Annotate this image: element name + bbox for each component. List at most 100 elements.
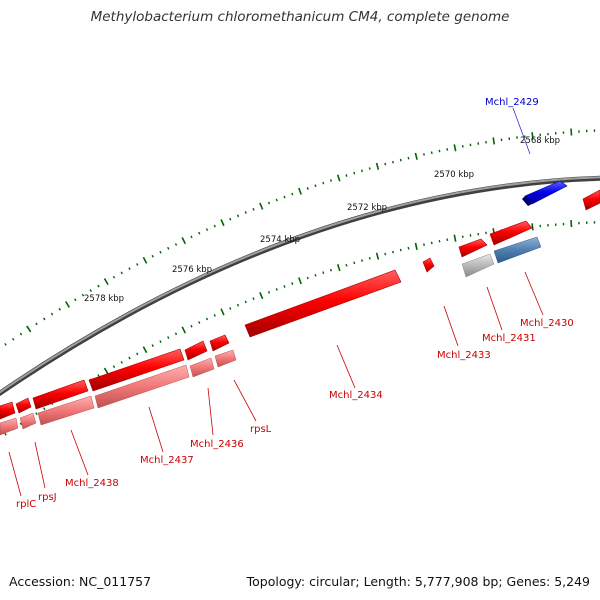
outer-tick (174, 243, 178, 246)
gene-Mchl_2437[interactable] (88, 348, 185, 392)
outer-tick (205, 228, 209, 231)
label-Mchl_2436[interactable]: Mchl_2436 (190, 439, 244, 450)
outer-tick (259, 202, 264, 210)
label-rpsJ[interactable]: rpsJ (38, 492, 57, 503)
inner-tick (392, 250, 394, 254)
outer-tick (50, 312, 54, 316)
outer-tick (368, 167, 371, 170)
outer-tick (423, 153, 425, 156)
label-Mchl_2430[interactable]: Mchl_2430 (520, 318, 574, 329)
gene-Mchl_2430[interactable] (489, 220, 533, 246)
scale-label-2576: 2576 kbp (172, 265, 212, 275)
inner-tick (244, 300, 247, 304)
scale-label-2574: 2574 kbp (260, 235, 300, 245)
label-rplC[interactable]: rplC (16, 499, 36, 510)
inner-tick (353, 261, 356, 265)
inner-tick (35, 412, 38, 416)
label-rpsL[interactable]: rpsL (250, 424, 272, 435)
track-lower (0, 236, 542, 436)
outer-tick (213, 224, 216, 228)
outer-tick (531, 132, 534, 140)
genome-summary-text: Topology: circular; Length: 5,777,908 bp… (246, 574, 590, 589)
inner-tick (43, 407, 46, 411)
outer-tick (159, 250, 162, 254)
gene-Mchl_2431[interactable] (458, 238, 488, 258)
gene-right-edge[interactable] (582, 189, 600, 211)
outer-tick (112, 275, 116, 279)
outer-tick (74, 298, 77, 302)
inner-tick (430, 241, 433, 245)
inner-tick (252, 297, 255, 301)
label-Mchl_2431[interactable]: Mchl_2431 (482, 333, 536, 344)
gene-rpsJ[interactable] (15, 397, 32, 414)
inner-tick (399, 248, 402, 252)
label-Mchl_2434[interactable]: Mchl_2434 (329, 390, 383, 401)
outer-tick (314, 184, 317, 188)
inner-tick (306, 276, 309, 280)
outer-tick (190, 235, 193, 239)
outer-tick (446, 148, 449, 151)
outer-tick (283, 195, 286, 199)
outer-tick (26, 325, 32, 333)
inner-tick (4, 432, 7, 436)
label-Mchl_2437[interactable]: Mchl_2437 (140, 455, 194, 466)
inner-tick (570, 220, 573, 228)
outer-tick (151, 254, 154, 258)
outer-tick (322, 181, 325, 185)
outer-tick (275, 198, 278, 202)
gene-Mchl_2438[interactable] (32, 379, 89, 410)
inner-tick (361, 259, 363, 262)
outer-tick (384, 162, 387, 166)
scale-label-2568: 2568 kbp (520, 136, 560, 146)
outer-tick (142, 256, 148, 264)
outer-tick (375, 162, 380, 170)
outer-tick (229, 217, 232, 221)
map-title: Methylobacterium chloromethanicum CM4, c… (90, 9, 510, 25)
label-Mchl_2433[interactable]: Mchl_2433 (437, 350, 491, 361)
outer-tick (89, 289, 92, 292)
outer-tick (453, 144, 457, 152)
outer-tick (220, 219, 225, 227)
inner-tick (453, 234, 457, 242)
scale-label-2578: 2578 kbp (84, 294, 124, 304)
outer-tick (570, 128, 573, 136)
scale-label-2570: 2570 kbp (434, 170, 474, 180)
inner-tick (407, 246, 410, 250)
gene-rpsL[interactable] (209, 334, 230, 352)
inner-tick (267, 291, 271, 294)
outer-tick (136, 263, 139, 266)
outer-tick (4, 342, 7, 346)
gene-Mchl_2433[interactable] (422, 257, 435, 273)
inner-tick (345, 263, 348, 267)
inner-tick (213, 314, 216, 317)
gene-Mchl_2436[interactable] (184, 340, 208, 361)
outer-tick (477, 142, 480, 145)
gene-Mchl_2429[interactable] (522, 180, 568, 206)
label-Mchl_2438[interactable]: Mchl_2438 (65, 478, 119, 489)
outer-tick (329, 179, 333, 182)
outer-tick (97, 284, 100, 288)
gene-Mchl_2434[interactable] (244, 269, 402, 338)
gene-rplC[interactable] (0, 401, 16, 420)
outer-tick (81, 293, 85, 297)
outer-tick (414, 152, 418, 160)
inner-tick (336, 264, 341, 272)
scale-label-2572: 2572 kbp (347, 203, 387, 213)
outer-tick (181, 237, 187, 245)
outer-tick (252, 207, 255, 211)
outer-tick (120, 271, 123, 275)
inner-tick (97, 374, 100, 377)
inner-tick (220, 308, 225, 316)
outer-tick (19, 332, 23, 336)
inner-tick (136, 352, 139, 356)
label-Mchl_2429[interactable]: Mchl_2429 (485, 97, 539, 108)
outer-tick (167, 246, 170, 250)
inner-tick (446, 238, 449, 242)
inner-tick (159, 340, 162, 343)
inner-tick (198, 321, 201, 324)
inner-tick (314, 273, 317, 277)
leader-lines (8, 107, 544, 497)
inner-tick (423, 243, 425, 246)
accession-text: Accession: NC_011757 (9, 574, 152, 589)
